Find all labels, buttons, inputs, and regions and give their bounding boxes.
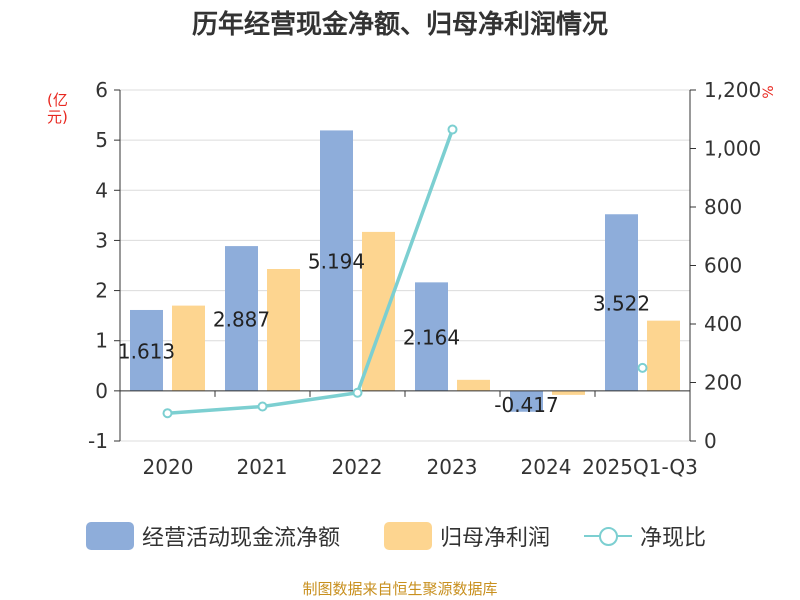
legend-label-profit: 归母净利润 bbox=[440, 526, 551, 551]
legend-item-profit[interactable]: 归母净利润 bbox=[384, 518, 550, 554]
legend-swatch-profit bbox=[384, 522, 432, 550]
bar-cash-flow bbox=[225, 246, 258, 391]
right-axis-tick-label: 800 bbox=[704, 195, 742, 219]
left-axis-tick-label: 2 bbox=[95, 279, 108, 303]
legend-item-cash[interactable]: 经营活动现金流净额 bbox=[86, 518, 340, 554]
x-axis-category-label: 2025Q1-Q3 bbox=[582, 455, 698, 479]
bar-cash-flow bbox=[510, 390, 543, 412]
bar-cash-flow bbox=[320, 130, 353, 391]
right-axis-tick-label: 1,000 bbox=[704, 137, 761, 161]
ratio-point bbox=[637, 362, 648, 373]
x-axis-category-label: 2021 bbox=[237, 455, 288, 479]
bar-cash-flow bbox=[130, 309, 163, 391]
left-axis-tick-label: 1 bbox=[95, 329, 108, 353]
bar-net-profit bbox=[647, 320, 680, 391]
chart-legend: 经营活动现金流净额 归母净利润 净现比 bbox=[0, 518, 800, 554]
left-axis-tick-label: 4 bbox=[95, 178, 108, 202]
bar-net-profit bbox=[552, 390, 585, 395]
left-axis-tick-label: 5 bbox=[95, 128, 108, 152]
ratio-line bbox=[167, 128, 455, 415]
x-axis-category-label: 2023 bbox=[427, 455, 478, 479]
x-axis-category-label: 2022 bbox=[332, 455, 383, 479]
bar-net-profit bbox=[457, 379, 490, 391]
bar-net-profit bbox=[267, 269, 300, 391]
legend-swatch-cash bbox=[86, 522, 134, 550]
right-axis-tick-label: 600 bbox=[704, 254, 742, 278]
bar-cash-flow bbox=[605, 214, 638, 391]
right-axis-tick-label: 400 bbox=[704, 312, 742, 336]
cash-flow-data-label: 2.164 bbox=[403, 326, 460, 350]
cash-flow-data-label: 3.522 bbox=[593, 292, 650, 316]
bar-cash-flow bbox=[415, 282, 448, 391]
right-axis-tick-label: 0 bbox=[704, 429, 717, 453]
left-axis-unit: (亿元) bbox=[47, 91, 68, 126]
bar-net-profit bbox=[172, 305, 205, 391]
cash-flow-data-label: 5.194 bbox=[308, 250, 365, 274]
left-axis-tick-label: 3 bbox=[95, 228, 108, 252]
cash-flow-data-label: 2.887 bbox=[213, 307, 270, 331]
legend-swatch-ratio bbox=[584, 522, 632, 550]
cash-flow-data-label: 1.613 bbox=[118, 339, 175, 363]
ratio-point bbox=[257, 401, 268, 412]
left-axis-tick-label: 6 bbox=[95, 78, 108, 102]
left-axis-tick-label: -1 bbox=[88, 429, 108, 453]
right-axis-tick-label: 200 bbox=[704, 371, 742, 395]
right-axis-tick-label: 1,200 bbox=[704, 78, 761, 102]
chart-title: 历年经营现金净额、归母净利润情况 bbox=[191, 10, 608, 40]
legend-item-ratio[interactable]: 净现比 bbox=[584, 518, 706, 554]
x-axis-category-label: 2024 bbox=[521, 455, 572, 479]
legend-label-ratio: 净现比 bbox=[640, 526, 707, 551]
ratio-point bbox=[162, 408, 173, 419]
cash-flow-data-label: -0.417 bbox=[494, 393, 558, 417]
ratio-point bbox=[447, 124, 458, 135]
ratio-point bbox=[352, 387, 363, 398]
data-source-note: 制图数据来自恒生聚源数据库 bbox=[302, 580, 498, 598]
legend-label-cash: 经营活动现金流净额 bbox=[142, 526, 341, 551]
x-axis-category-label: 2020 bbox=[143, 455, 194, 479]
left-axis-tick-label: 0 bbox=[95, 379, 108, 403]
